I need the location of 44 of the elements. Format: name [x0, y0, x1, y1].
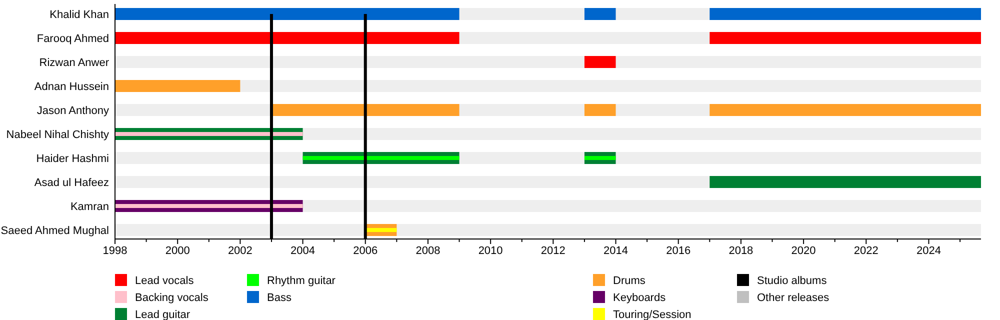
- legend-label: Keyboards: [613, 292, 666, 304]
- y-tick-label: Saeed Ahmed Mughal: [0, 225, 109, 237]
- x-tick-label: 2000: [165, 245, 190, 257]
- y-tick-label: Adnan Hussein: [34, 81, 109, 93]
- x-tick-label: 1998: [102, 245, 128, 257]
- legend-label: Studio albums: [757, 275, 828, 287]
- bar: [115, 80, 240, 92]
- bar: [584, 8, 616, 20]
- x-tick-label: 2016: [666, 245, 691, 257]
- y-tick-label: Nabeel Nihal Chishty: [6, 129, 110, 141]
- y-tick-label: Farooq Ahmed: [36, 33, 109, 45]
- x-tick-label: 2020: [791, 245, 816, 257]
- legend-label: Touring/Session: [613, 309, 692, 320]
- legend-label: Lead vocals: [135, 275, 194, 287]
- x-tick-label: 2012: [540, 245, 566, 257]
- y-tick-label: Kamran: [70, 201, 109, 213]
- bar: [115, 204, 303, 208]
- y-tick-label: Asad ul Hafeez: [34, 177, 109, 189]
- x-tick-label: 2006: [353, 245, 378, 257]
- bar: [115, 132, 303, 136]
- bar: [271, 104, 460, 116]
- bar: [365, 228, 397, 232]
- x-tick-label: 2008: [416, 245, 440, 257]
- bar: [302, 156, 460, 160]
- x-tick-label: 2002: [228, 245, 252, 257]
- x-tick-label: 2004: [290, 245, 316, 257]
- bar: [584, 56, 616, 68]
- legend-label: Rhythm guitar: [267, 275, 336, 287]
- y-tick-label: Rizwan Anwer: [39, 57, 110, 69]
- legend-label: Drums: [613, 275, 646, 287]
- y-tick-label: Jason Anthony: [36, 105, 110, 117]
- x-tick-label: 2010: [478, 245, 503, 257]
- x-tick-label: 2014: [604, 245, 628, 257]
- legend-label: Other releases: [757, 292, 830, 304]
- legend-label: Backing vocals: [135, 292, 209, 304]
- y-tick-label: Khalid Khan: [50, 9, 109, 21]
- x-tick-label: 2018: [728, 245, 754, 257]
- y-tick-label: Haider Hashmi: [36, 153, 109, 165]
- legend-label: Bass: [267, 292, 292, 304]
- x-tick-label: 2024: [916, 245, 941, 257]
- bar: [584, 104, 616, 116]
- legend-label: Lead guitar: [135, 309, 190, 320]
- bar: [584, 156, 616, 160]
- x-tick-label: 2022: [854, 245, 878, 257]
